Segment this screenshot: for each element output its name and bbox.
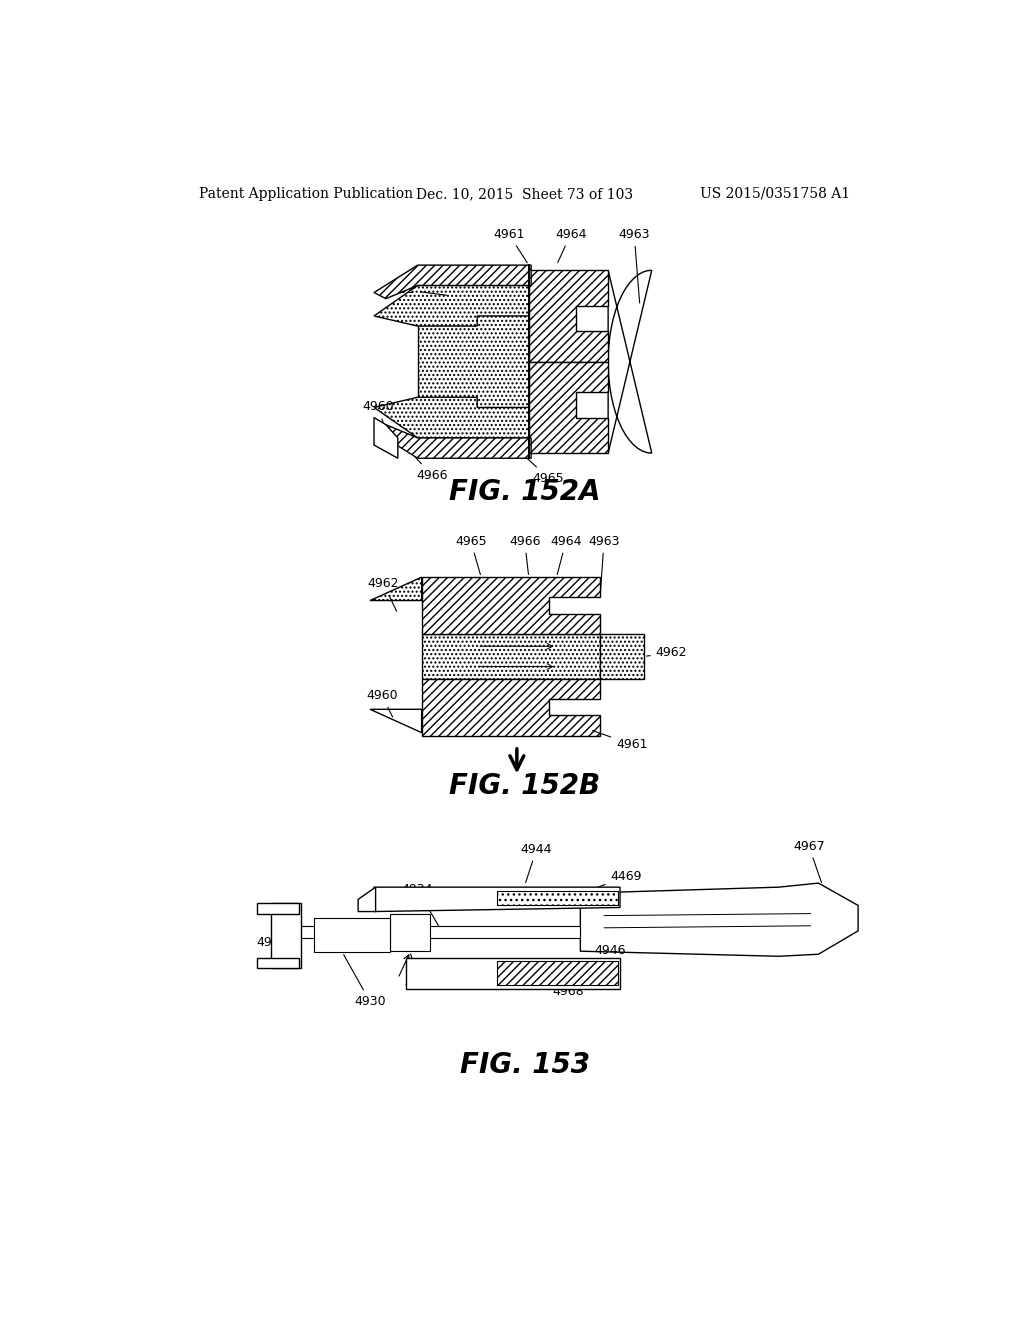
Text: 4963: 4963 (618, 227, 650, 304)
Text: 4963: 4963 (588, 535, 620, 593)
Text: Dec. 10, 2015  Sheet 73 of 103: Dec. 10, 2015 Sheet 73 of 103 (416, 187, 634, 201)
Text: 4965: 4965 (526, 458, 564, 484)
Polygon shape (374, 417, 397, 458)
Polygon shape (418, 271, 528, 453)
Polygon shape (299, 925, 581, 939)
Text: FIG. 153: FIG. 153 (460, 1051, 590, 1078)
Polygon shape (374, 285, 528, 326)
Text: 4946: 4946 (570, 944, 626, 973)
Text: 4960: 4960 (362, 400, 394, 428)
Text: 4964: 4964 (550, 535, 582, 574)
Text: 4968: 4968 (527, 975, 585, 998)
Text: 4964: 4964 (555, 227, 587, 263)
Text: 4962: 4962 (646, 647, 687, 660)
Polygon shape (314, 917, 390, 952)
Text: 4966: 4966 (412, 453, 447, 482)
Polygon shape (581, 883, 858, 956)
Polygon shape (374, 887, 620, 912)
Polygon shape (608, 271, 651, 453)
Text: 4960: 4960 (367, 689, 397, 717)
Polygon shape (370, 709, 422, 733)
Polygon shape (270, 903, 301, 969)
Polygon shape (422, 577, 600, 634)
Polygon shape (422, 634, 600, 678)
Text: Patent Application Publication: Patent Application Publication (200, 187, 414, 201)
Polygon shape (374, 397, 528, 438)
Text: 4942: 4942 (257, 936, 288, 949)
Polygon shape (528, 271, 608, 362)
Text: 4965: 4965 (455, 535, 486, 574)
Text: 4967: 4967 (793, 840, 824, 883)
Text: 4962: 4962 (368, 577, 399, 611)
Polygon shape (390, 913, 430, 952)
Polygon shape (497, 891, 618, 906)
Polygon shape (600, 634, 644, 678)
Polygon shape (528, 362, 608, 453)
Text: 4966: 4966 (509, 535, 541, 574)
Polygon shape (374, 265, 531, 298)
Text: 4930: 4930 (344, 954, 386, 1008)
Polygon shape (497, 961, 618, 985)
Polygon shape (257, 958, 299, 969)
Text: 4962: 4962 (384, 282, 446, 296)
Polygon shape (257, 903, 299, 913)
Text: FIG. 152A: FIG. 152A (450, 478, 600, 506)
Text: 4961: 4961 (593, 730, 647, 751)
Text: 4469: 4469 (579, 870, 642, 895)
Polygon shape (370, 577, 422, 601)
Polygon shape (422, 678, 600, 735)
Text: 4938: 4938 (404, 954, 436, 990)
Text: 4944: 4944 (521, 842, 552, 883)
Text: FIG. 152B: FIG. 152B (450, 771, 600, 800)
Polygon shape (358, 887, 376, 912)
Text: US 2015/0351758 A1: US 2015/0351758 A1 (700, 187, 850, 201)
Polygon shape (406, 958, 620, 989)
Text: 4961: 4961 (494, 227, 527, 263)
Polygon shape (374, 425, 531, 458)
Text: 4934: 4934 (401, 883, 440, 928)
